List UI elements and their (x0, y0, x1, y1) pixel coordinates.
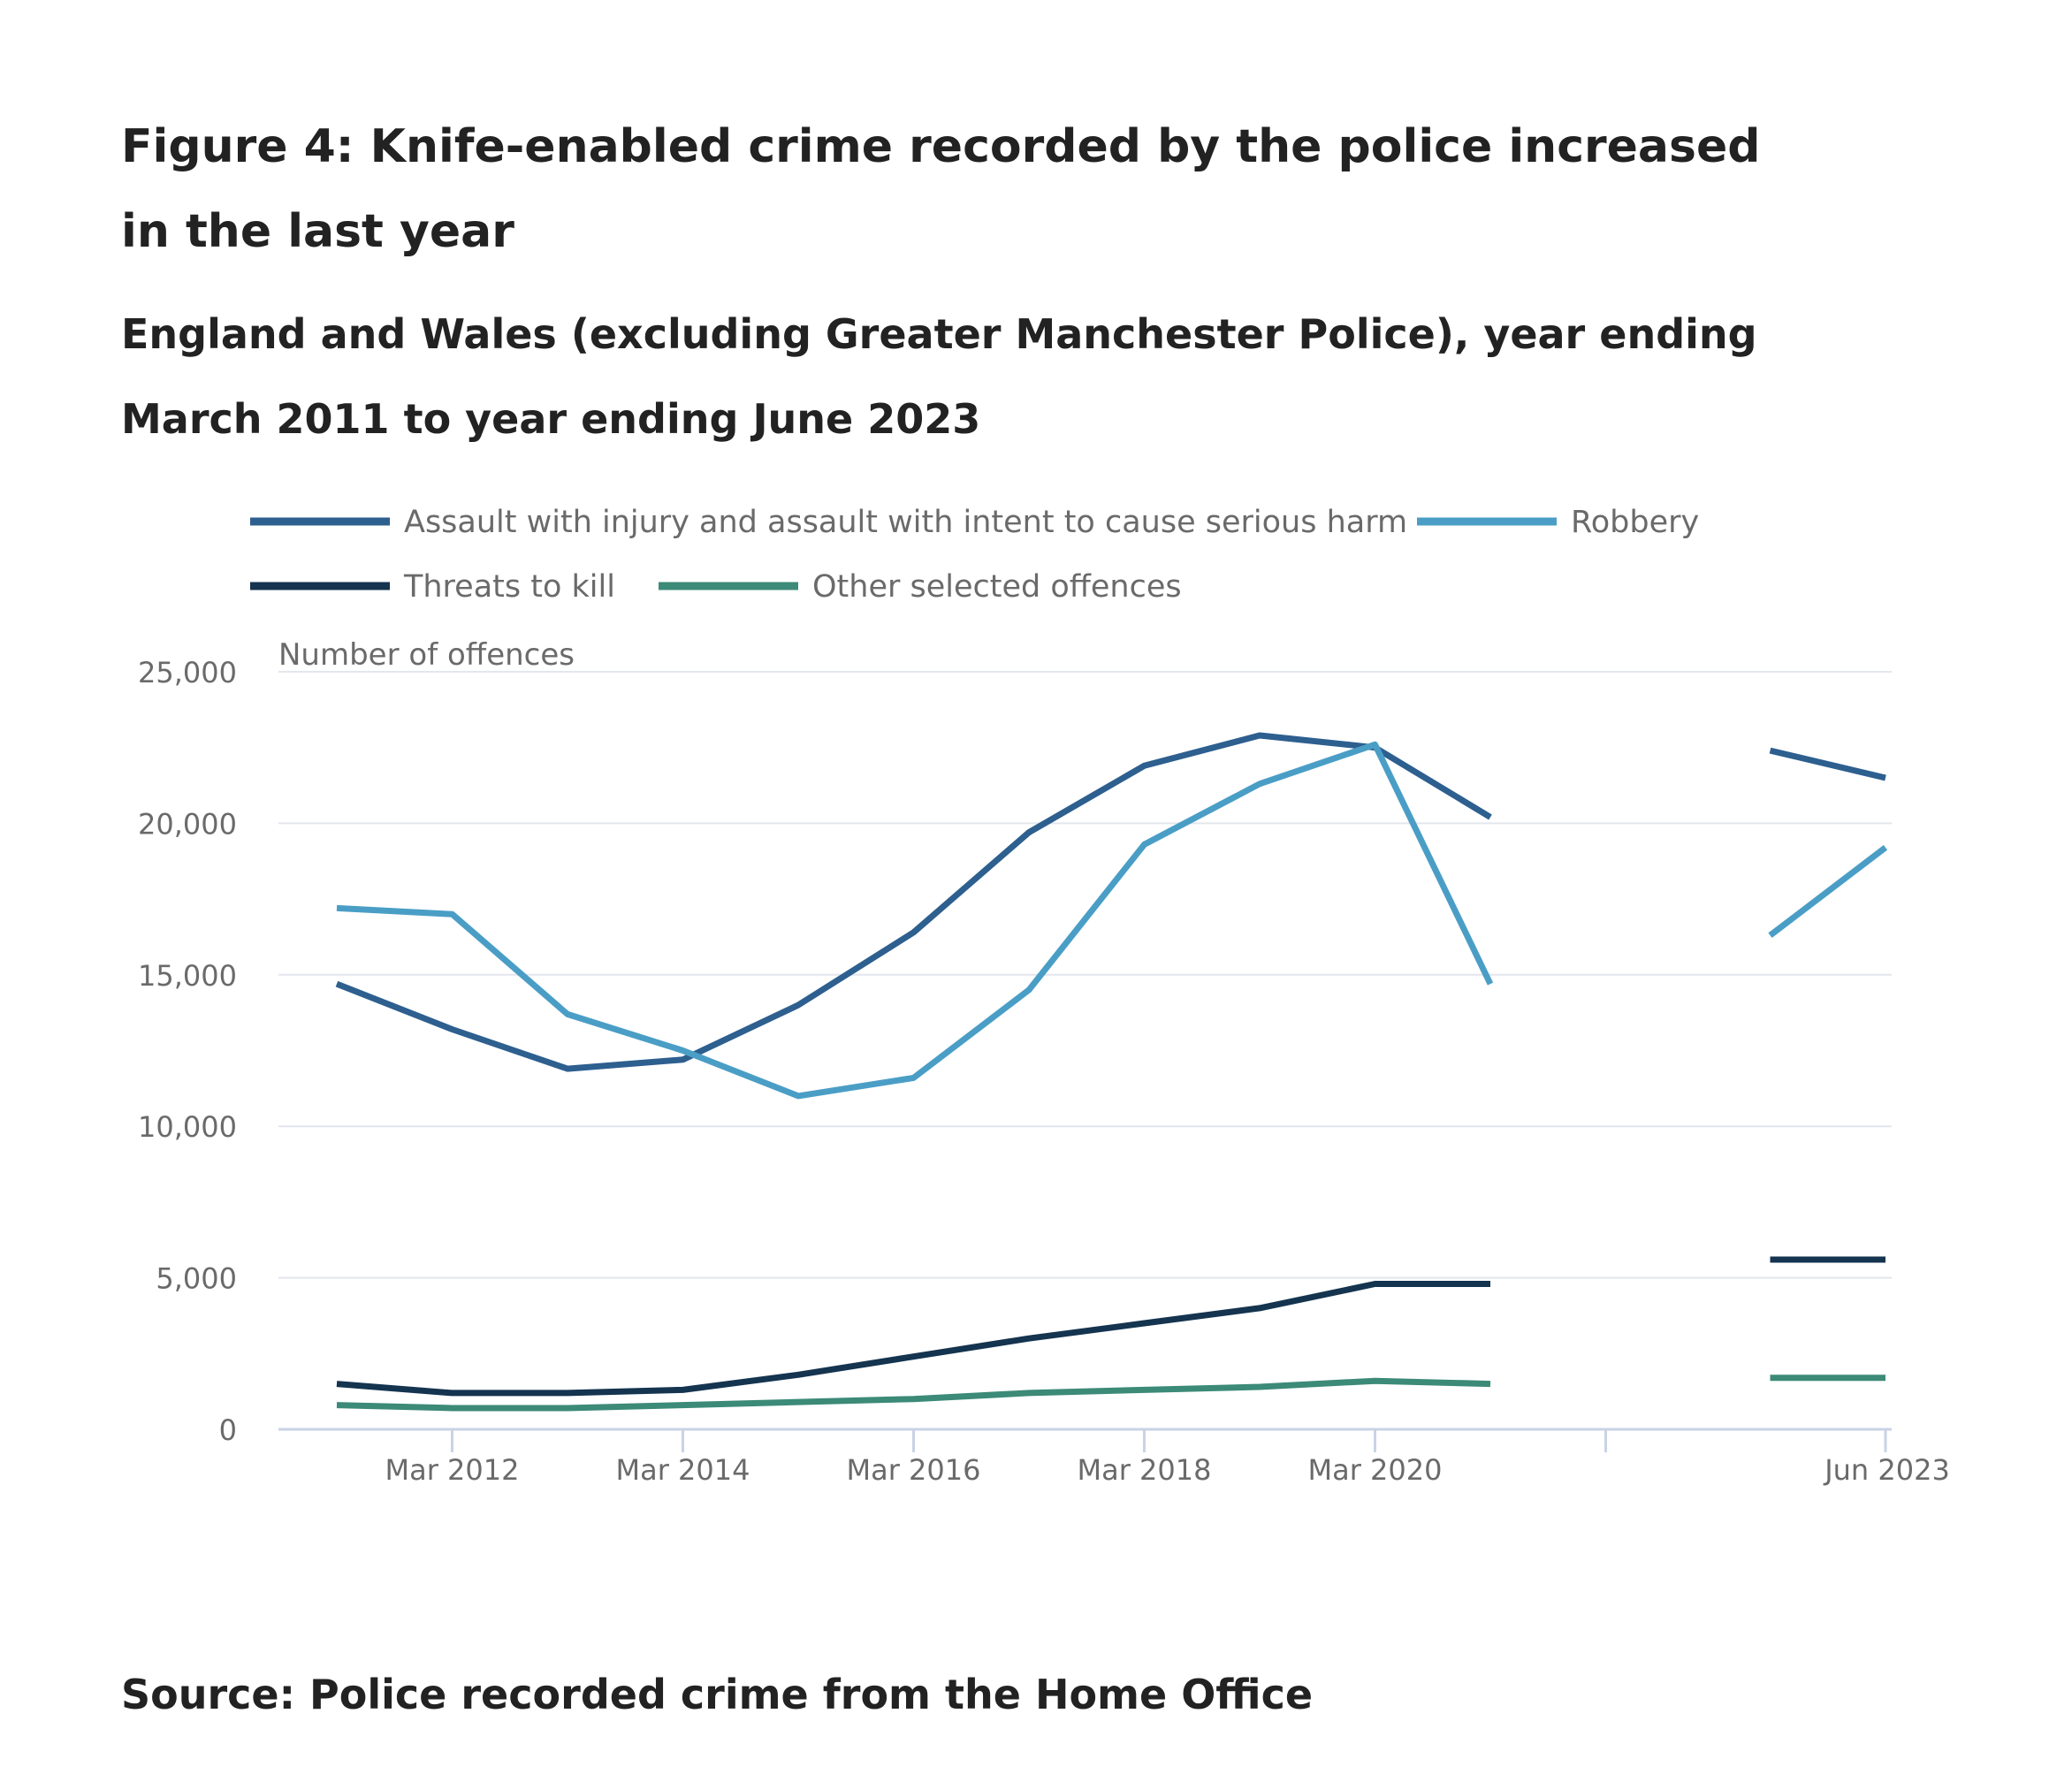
y-tick-label: 10,000 (138, 1110, 237, 1144)
x-tick-label: Mar 2012 (385, 1453, 520, 1487)
series-line-3 (336, 1256, 1885, 1397)
series-line-4 (336, 1375, 1885, 1412)
chart-legend: Assault with injury and assault with int… (250, 505, 1699, 605)
x-tick-label: Jun 2023 (1823, 1453, 1950, 1487)
chart-subtitle: England and Wales (excluding Greater Man… (121, 310, 1757, 443)
y-tick-label: 0 (219, 1413, 237, 1447)
legend-label: Threats to kill (403, 569, 615, 605)
line-chart: Assault with injury and assault with int… (138, 505, 1950, 1487)
series-line-2 (336, 741, 1888, 1100)
source-note: Source: Police recorded crime from the H… (121, 1671, 1314, 1718)
x-tick-label: Mar 2016 (847, 1453, 981, 1487)
chart-title: Figure 4: Knife-enabled crime recorded b… (121, 120, 1761, 258)
series-lines (335, 732, 1888, 1412)
x-tick-label: Mar 2018 (1078, 1453, 1212, 1487)
gridlines (278, 671, 1892, 1431)
series-line-1 (335, 732, 1886, 1072)
y-tick-label: 20,000 (138, 807, 237, 841)
y-tick-label: 5,000 (156, 1262, 237, 1296)
legend-label: Robbery (1571, 505, 1699, 540)
x-axis: Mar 2012 Mar 2014 Mar 2016 Mar 2018 Mar 2020… (385, 1429, 1950, 1487)
x-tick-label: Mar 2020 (1308, 1453, 1443, 1487)
x-tick-label: Mar 2014 (616, 1453, 750, 1487)
legend-label: Other selected offences (812, 569, 1182, 605)
y-tick-label: 15,000 (138, 959, 237, 993)
y-axis-label: Number of offences (278, 637, 575, 673)
legend-label: Assault with injury and assault with int… (404, 505, 1407, 540)
y-axis: 0 5,000 10,000 15,000 20,000 25,000 (138, 656, 237, 1447)
y-tick-label: 25,000 (138, 656, 237, 689)
